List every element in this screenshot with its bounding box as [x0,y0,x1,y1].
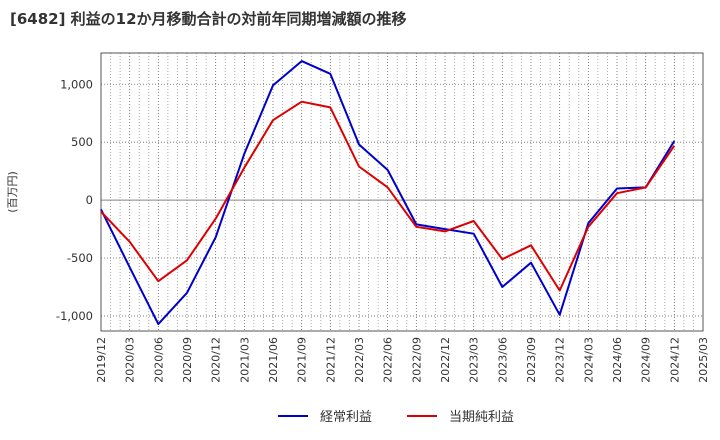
plot-frame [100,52,704,332]
x-tick-label: 2022/03 [353,337,366,383]
x-tick-label: 2025/03 [697,337,710,383]
series-line-2 [100,100,676,292]
x-tick-label: 2020/03 [124,337,137,383]
x-tick-label: 2019/12 [95,337,108,383]
x-tick-label: 2021/09 [296,337,309,383]
x-tick-label: 2024/03 [582,337,595,383]
plot-area [101,53,703,331]
series-line-1 [100,60,676,326]
x-tick-label: 2020/06 [152,337,165,383]
legend-label-2: 当期純利益 [449,410,514,425]
x-tick-label: 2024/06 [611,337,624,383]
x-tick-label: 2022/09 [410,337,423,383]
x-tick-label: 2021/12 [324,337,337,383]
x-tick-label: 2024/12 [668,337,681,383]
x-tick-label: 2022/12 [439,337,452,383]
y-tick-label: 0 [86,193,93,207]
x-tick-label: 2022/06 [382,337,395,383]
y-tick-label: -1,000 [56,309,93,323]
legend-label-1: 経常利益 [320,410,372,425]
x-tick-label: 2023/09 [525,337,538,383]
x-tick-label: 2023/06 [496,337,509,383]
chart-title: [6482] 利益の12か月移動合計の対前年同期増減額の推移 [10,10,407,28]
y-tick-label: 1,000 [60,77,93,91]
x-tick-label: 2021/03 [238,337,251,383]
y-tick-label: 500 [71,135,93,149]
x-tick-label: 2020/12 [210,337,223,383]
y-tick-label: -500 [67,251,93,265]
x-tick-label: 2023/03 [468,337,481,383]
x-tick-label: 2024/09 [640,337,653,383]
x-tick-label: 2023/12 [554,337,567,383]
x-tick-label: 2020/09 [181,337,194,383]
y-axis-label: (百万円) [6,171,19,213]
x-tick-label: 2021/06 [267,337,280,383]
